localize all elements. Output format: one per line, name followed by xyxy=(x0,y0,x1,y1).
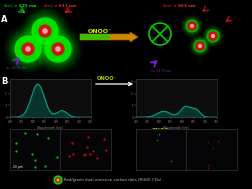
Point xyxy=(102,138,106,141)
Text: Red/green dual-emissive carbon dots (RGDE CDs): Red/green dual-emissive carbon dots (RGD… xyxy=(64,178,161,182)
X-axis label: Wavelength (nm): Wavelength (nm) xyxy=(163,126,190,130)
Circle shape xyxy=(191,36,210,56)
Circle shape xyxy=(182,16,202,36)
Circle shape xyxy=(39,25,51,37)
Point xyxy=(35,132,39,136)
Point xyxy=(30,152,35,155)
Point xyxy=(206,163,210,166)
Circle shape xyxy=(11,32,45,66)
Circle shape xyxy=(191,25,193,27)
Circle shape xyxy=(56,178,60,182)
FancyArrow shape xyxy=(80,32,138,42)
Circle shape xyxy=(7,28,49,70)
Circle shape xyxy=(212,35,214,37)
Point xyxy=(91,149,95,153)
Circle shape xyxy=(188,22,196,30)
Text: ONOO⁻: ONOO⁻ xyxy=(152,128,172,133)
Text: $\it{\lambda}$$_{em1}$ = 525 nm: $\it{\lambda}$$_{em1}$ = 525 nm xyxy=(3,2,38,10)
Point xyxy=(206,140,210,143)
Point xyxy=(216,140,220,143)
Point xyxy=(14,149,18,153)
Circle shape xyxy=(185,19,199,33)
Circle shape xyxy=(26,12,64,50)
Circle shape xyxy=(13,34,43,64)
Text: B: B xyxy=(1,77,7,85)
Circle shape xyxy=(30,16,60,46)
Point xyxy=(158,133,162,136)
Circle shape xyxy=(9,30,47,68)
Point xyxy=(67,155,71,158)
Point xyxy=(33,166,37,169)
Point xyxy=(88,153,92,156)
Circle shape xyxy=(193,39,207,53)
Circle shape xyxy=(43,34,73,64)
Point xyxy=(85,145,89,148)
Point xyxy=(95,156,99,159)
Point xyxy=(206,167,210,170)
Text: $\it{\lambda}$$_{ex}$=375 nm: $\it{\lambda}$$_{ex}$=375 nm xyxy=(5,64,27,72)
Circle shape xyxy=(57,179,59,181)
Point xyxy=(83,153,87,156)
Point xyxy=(155,139,159,142)
Point xyxy=(43,164,47,167)
Circle shape xyxy=(26,47,30,51)
Circle shape xyxy=(15,36,41,62)
Point xyxy=(23,132,27,135)
X-axis label: Wavelength (nm): Wavelength (nm) xyxy=(37,126,64,130)
Circle shape xyxy=(56,47,60,51)
Circle shape xyxy=(54,176,62,184)
Circle shape xyxy=(43,29,47,33)
Circle shape xyxy=(32,18,58,44)
Circle shape xyxy=(45,36,71,62)
Point xyxy=(70,142,74,145)
Text: ONOO⁻: ONOO⁻ xyxy=(97,76,117,81)
Circle shape xyxy=(206,29,220,43)
Circle shape xyxy=(199,45,201,47)
Text: 20 μm: 20 μm xyxy=(13,165,22,169)
Point xyxy=(55,156,59,159)
Circle shape xyxy=(41,32,75,66)
Circle shape xyxy=(22,43,34,55)
Text: $\it{\lambda}$$_{em2}$ = 611 nm: $\it{\lambda}$$_{em2}$ = 611 nm xyxy=(43,2,78,10)
Circle shape xyxy=(39,30,77,68)
Circle shape xyxy=(205,28,222,44)
Circle shape xyxy=(52,43,64,55)
Circle shape xyxy=(24,10,66,52)
Text: $\it{\lambda}$$_{em2}$ = 663 nm: $\it{\lambda}$$_{em2}$ = 663 nm xyxy=(162,2,197,10)
Circle shape xyxy=(28,14,62,48)
Circle shape xyxy=(186,20,198,32)
Point xyxy=(86,135,90,138)
Circle shape xyxy=(194,40,206,52)
Circle shape xyxy=(37,28,79,70)
Text: $\it{\lambda}$$_{ex}$=375 nm: $\it{\lambda}$$_{ex}$=375 nm xyxy=(150,67,173,75)
Circle shape xyxy=(207,30,219,42)
Point xyxy=(211,147,215,150)
Circle shape xyxy=(203,26,223,46)
Point xyxy=(46,136,50,139)
Circle shape xyxy=(209,32,217,40)
Text: A: A xyxy=(1,15,8,23)
Point xyxy=(169,160,173,163)
Text: ONOO⁻: ONOO⁻ xyxy=(88,29,112,34)
Circle shape xyxy=(196,42,204,50)
Point xyxy=(14,141,18,144)
Circle shape xyxy=(192,38,208,54)
Circle shape xyxy=(184,18,200,34)
Point xyxy=(71,153,75,156)
Point xyxy=(82,153,86,156)
FancyArrow shape xyxy=(80,34,110,40)
Point xyxy=(104,149,108,152)
Point xyxy=(33,159,37,162)
